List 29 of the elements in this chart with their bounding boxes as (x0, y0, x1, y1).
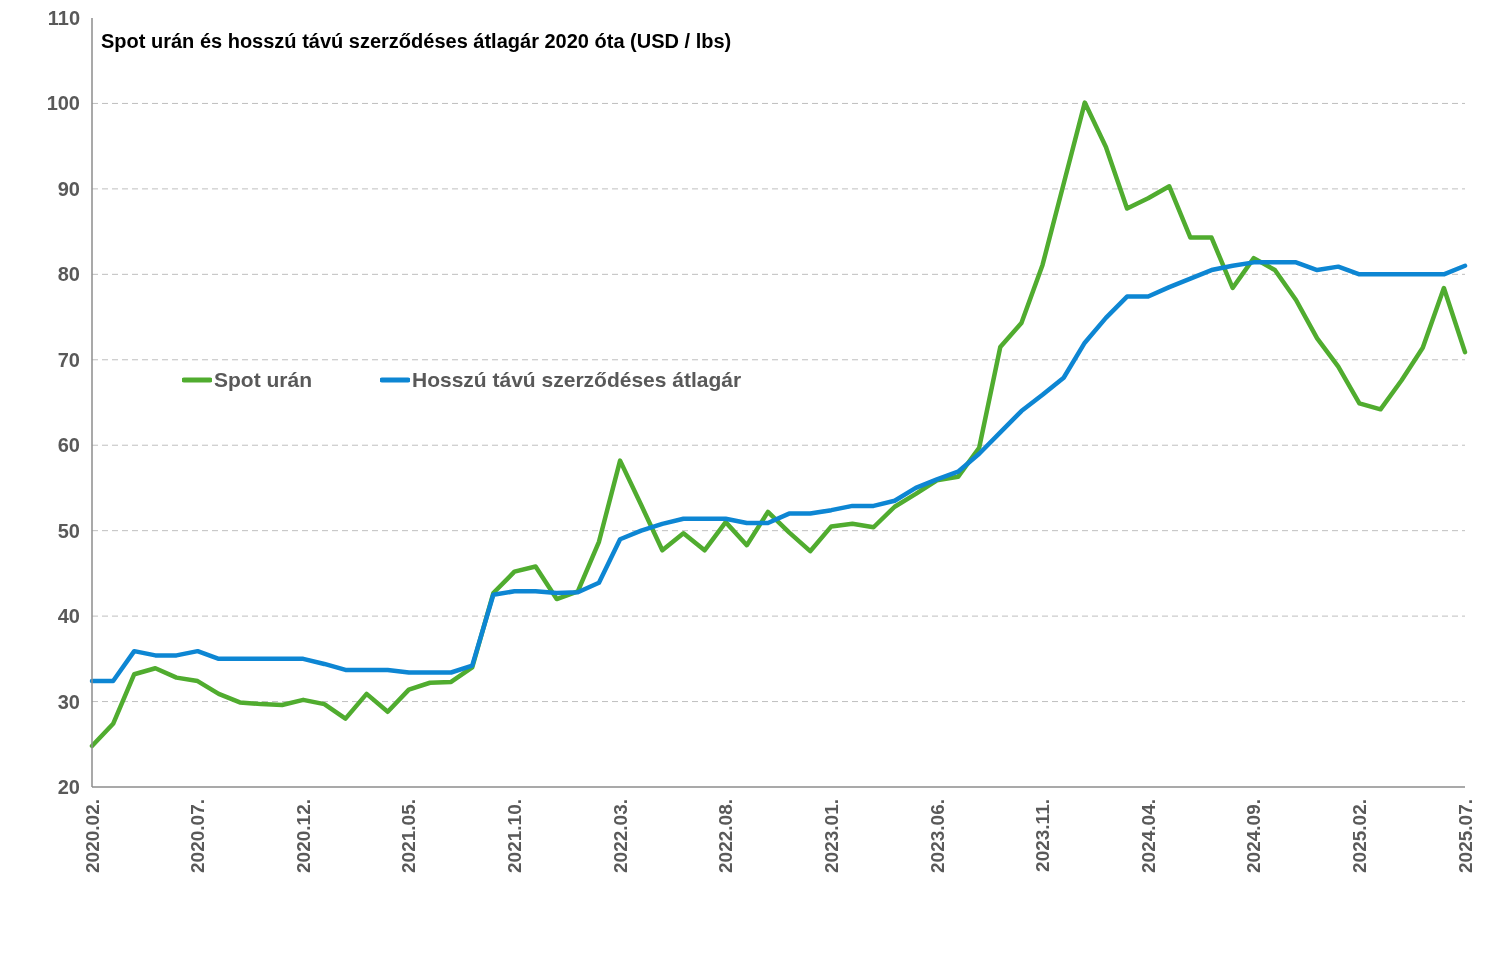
x-tick-label: 2021.10. (504, 799, 526, 873)
x-tick-label: 2024.09. (1243, 799, 1265, 873)
x-tick-label: 2020.07. (187, 799, 209, 873)
y-tick-label: 50 (57, 519, 80, 542)
y-tick-label: 100 (46, 92, 80, 115)
text: Spot urán és hosszú távú szerződéses átlagár 2020 óta (USD / lbs) (101, 30, 732, 53)
x-tick-label: 2025.07. (1454, 799, 1476, 873)
legend-label: Spot urán (214, 367, 312, 392)
line-series (89, 260, 1468, 684)
x-tick-label: 2020.02. (81, 799, 103, 873)
line-series (89, 100, 1468, 749)
x-tick-label: 2025.02. (1349, 799, 1371, 873)
y-tick-label: 40 (57, 605, 80, 628)
y-tick-label: 80 (57, 263, 80, 286)
y-tick-label: 20 (57, 776, 80, 798)
y-tick-label: 60 (57, 434, 80, 457)
x-tick-label: 2022.08. (715, 799, 737, 873)
x-tick-label: 2021.05. (398, 799, 420, 873)
y-tick-label: 70 (57, 348, 80, 371)
x-tick-label: 2023.01. (820, 799, 842, 873)
y-tick-label: 90 (57, 177, 80, 200)
x-tick-label: 2024.04. (1137, 799, 1159, 873)
x-tick-label: 2020.12. (292, 799, 314, 873)
legend-label: Hosszú távú szerződéses átlagár (412, 367, 742, 392)
x-tick-label: 2022.03. (609, 799, 631, 873)
y-tick-label: 110 (47, 7, 80, 29)
x-tick-label: 2023.11. (1032, 799, 1054, 872)
y-tick-label: 30 (57, 690, 80, 713)
x-tick-label: 2023.06. (926, 799, 948, 873)
